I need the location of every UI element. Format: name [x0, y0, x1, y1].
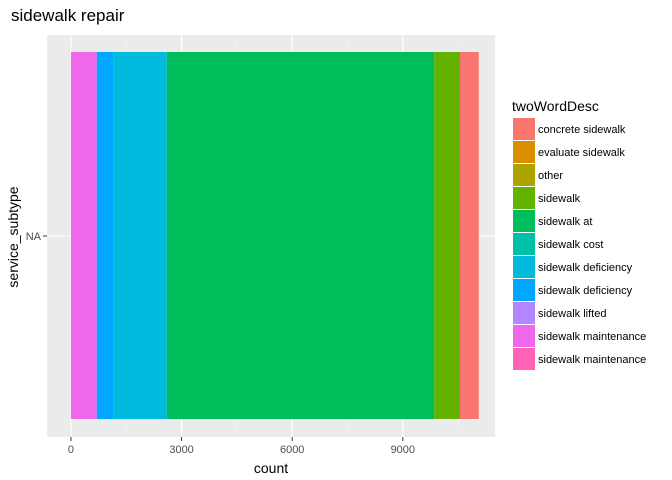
legend-key [513, 279, 535, 301]
legend-key [513, 325, 535, 347]
bar-segment [166, 52, 435, 419]
legend-key [513, 256, 535, 278]
legend-key [513, 302, 535, 324]
x-tick-label: 9000 [391, 444, 415, 456]
legend-label: sidewalk deficiency [538, 262, 633, 274]
bar-segment [70, 52, 97, 419]
x-tick-label: 3000 [169, 444, 193, 456]
y-tick-label: NA [26, 231, 42, 243]
x-tick-label: 6000 [280, 444, 304, 456]
bar-segment [459, 52, 479, 419]
legend-key [513, 118, 535, 140]
legend-key [513, 141, 535, 163]
legend-label: sidewalk [538, 193, 581, 205]
legend-title: twoWordDesc [512, 98, 599, 114]
bar-segment [113, 52, 167, 419]
legend-label: sidewalk lifted [538, 308, 606, 320]
legend-label: sidewalk deficiency [538, 285, 633, 297]
bar-segment [96, 52, 114, 419]
legend-key [513, 210, 535, 232]
legend-label: other [538, 170, 563, 182]
chart-title: sidewalk repair [11, 6, 125, 25]
x-axis-title: count [254, 460, 288, 476]
legend-label: sidewalk at [538, 216, 592, 228]
bar-segment [434, 52, 460, 419]
legend-key [513, 164, 535, 186]
legend-key [513, 233, 535, 255]
legend-key [513, 187, 535, 209]
legend-label: sidewalk maintenance [538, 354, 646, 366]
y-axis-title: service_subtype [5, 186, 21, 287]
bars [70, 52, 479, 419]
legend-key [513, 348, 535, 370]
x-tick-label: 0 [68, 444, 74, 456]
legend-label: sidewalk cost [538, 239, 603, 251]
legend: twoWordDesc concrete sidewalk evaluate si… [512, 98, 646, 370]
legend-label: evaluate sidewalk [538, 147, 625, 159]
axes: 0 3000 6000 9000 NA [26, 231, 415, 456]
legend-label: concrete sidewalk [538, 124, 626, 136]
legend-label: sidewalk maintenance [538, 331, 646, 343]
